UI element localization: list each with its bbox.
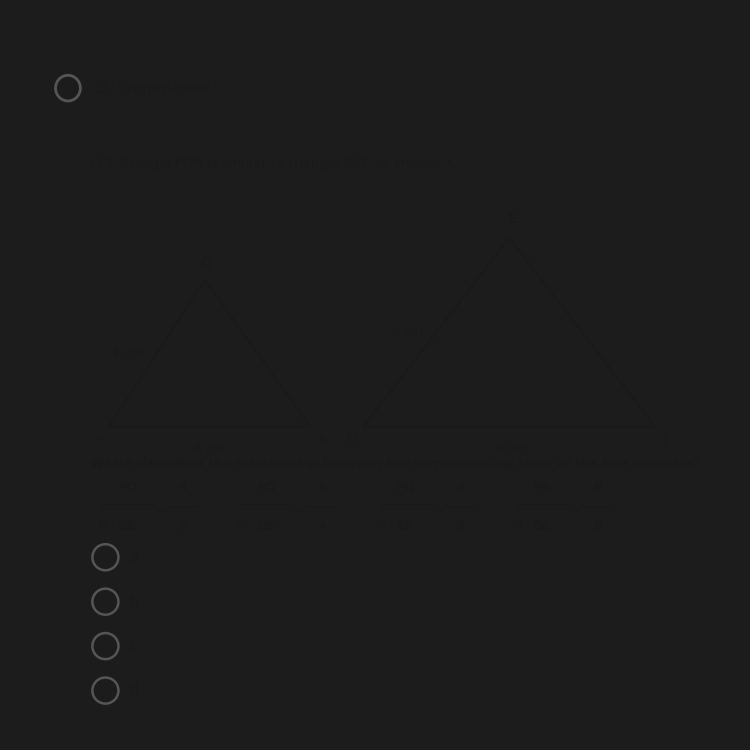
- Text: c): c): [375, 518, 386, 531]
- Text: =: =: [154, 505, 166, 519]
- Text: 6: 6: [178, 520, 187, 533]
- Text: 4 cm: 4 cm: [111, 347, 142, 360]
- Text: D. Proportional: D. Proportional: [95, 81, 210, 96]
- Text: F: F: [663, 433, 671, 447]
- Text: Q: Q: [200, 255, 211, 269]
- Text: PQ: PQ: [256, 481, 277, 494]
- Text: P: P: [94, 433, 102, 447]
- Text: D: D: [347, 433, 358, 447]
- Text: 6: 6: [592, 481, 602, 494]
- Text: DE: DE: [118, 520, 136, 533]
- Text: 4: 4: [457, 481, 465, 494]
- Text: PQ: PQ: [118, 481, 137, 494]
- Text: EF: EF: [398, 520, 414, 533]
- Text: =: =: [569, 505, 581, 519]
- Text: b): b): [236, 518, 248, 531]
- Text: 4: 4: [317, 520, 326, 533]
- Text: 4: 4: [178, 481, 187, 494]
- Text: 6 cm: 6 cm: [194, 442, 225, 454]
- Text: d: d: [129, 683, 138, 698]
- Text: a: a: [129, 550, 138, 565]
- Text: 6 cm: 6 cm: [392, 326, 423, 339]
- Text: DE: DE: [257, 520, 276, 533]
- Text: 6: 6: [592, 520, 602, 533]
- Text: 6: 6: [317, 481, 326, 494]
- Text: b: b: [129, 594, 138, 609]
- Text: a): a): [97, 518, 109, 531]
- Text: 9: 9: [457, 520, 465, 533]
- Text: =: =: [433, 505, 445, 519]
- Text: Which describes the relationship between the corresponding sides of the two tria: Which describes the relationship between…: [91, 457, 700, 470]
- Text: PR: PR: [532, 481, 551, 494]
- Text: 9 cm: 9 cm: [494, 442, 525, 454]
- Text: Q.2 Triangle PQR is similar to triangle DEF as shown. *: Q.2 Triangle PQR is similar to triangle …: [91, 158, 452, 170]
- Text: E: E: [508, 212, 517, 226]
- Text: R: R: [317, 433, 327, 447]
- Text: d): d): [512, 518, 524, 531]
- Text: PQ: PQ: [396, 481, 416, 494]
- Text: =: =: [294, 505, 305, 519]
- Text: c: c: [129, 639, 137, 653]
- Text: DE: DE: [532, 520, 551, 533]
